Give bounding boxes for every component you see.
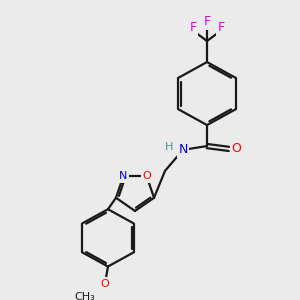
Text: H: H <box>165 142 173 152</box>
Text: N: N <box>119 171 128 182</box>
Text: CH₃: CH₃ <box>75 292 95 300</box>
Text: F: F <box>189 21 197 34</box>
Text: O: O <box>231 142 241 155</box>
Text: N: N <box>178 143 188 156</box>
Text: O: O <box>100 279 109 289</box>
Text: F: F <box>203 16 211 28</box>
Text: O: O <box>142 171 151 182</box>
Text: F: F <box>218 21 225 34</box>
